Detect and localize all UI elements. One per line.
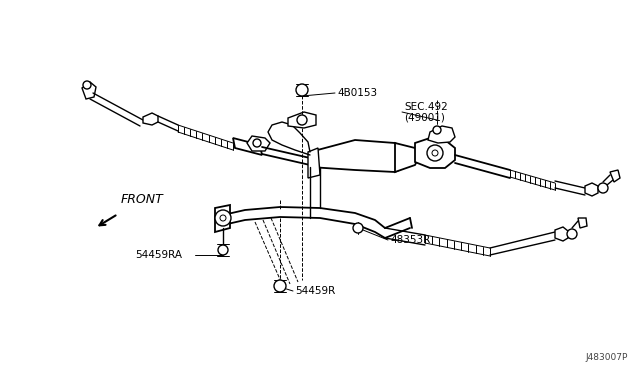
Circle shape <box>274 280 286 292</box>
Text: 54459RA: 54459RA <box>135 250 182 260</box>
Text: J483007P: J483007P <box>586 353 628 362</box>
Circle shape <box>432 150 438 156</box>
Polygon shape <box>288 112 316 128</box>
Polygon shape <box>428 126 455 143</box>
Circle shape <box>433 126 441 134</box>
Circle shape <box>218 245 228 255</box>
Circle shape <box>220 215 226 221</box>
Polygon shape <box>310 140 410 172</box>
Circle shape <box>297 115 307 125</box>
Polygon shape <box>308 148 320 178</box>
Polygon shape <box>233 138 262 155</box>
Circle shape <box>598 183 608 193</box>
Polygon shape <box>247 136 270 151</box>
Circle shape <box>353 223 363 233</box>
Circle shape <box>427 145 443 161</box>
Polygon shape <box>415 138 455 168</box>
Text: (49001): (49001) <box>404 112 445 122</box>
Text: 48353R: 48353R <box>390 235 430 245</box>
Circle shape <box>253 139 261 147</box>
Circle shape <box>215 210 231 226</box>
Polygon shape <box>82 82 96 99</box>
Polygon shape <box>395 143 420 172</box>
Polygon shape <box>610 170 620 182</box>
Polygon shape <box>585 183 598 196</box>
Text: 4B0153: 4B0153 <box>337 88 377 98</box>
Circle shape <box>83 81 91 89</box>
Polygon shape <box>143 113 158 125</box>
Text: SEC.492: SEC.492 <box>404 102 448 112</box>
Polygon shape <box>555 227 568 241</box>
Polygon shape <box>578 218 587 228</box>
Circle shape <box>296 84 308 96</box>
Text: FRONT: FRONT <box>121 193 164 206</box>
Polygon shape <box>215 205 230 232</box>
Circle shape <box>567 229 577 239</box>
Text: 54459R: 54459R <box>295 286 335 296</box>
